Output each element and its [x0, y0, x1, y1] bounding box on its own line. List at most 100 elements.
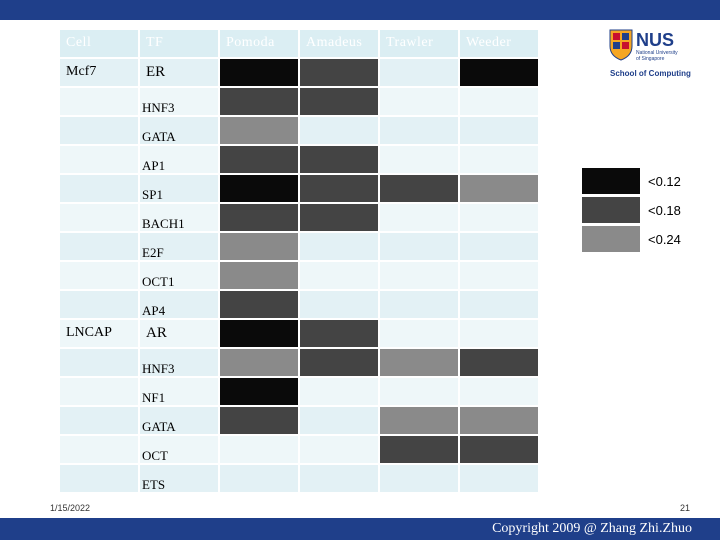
column-header: Amadeus [300, 30, 378, 57]
pvalue-cell [460, 204, 538, 231]
pvalue-cell [300, 146, 378, 173]
legend-swatch [582, 197, 640, 223]
pvalue-cell [380, 436, 458, 463]
pvalue-cell [380, 349, 458, 376]
pvalue-cell [300, 233, 378, 260]
pvalue-cell [380, 262, 458, 289]
cell-line-name [60, 349, 138, 376]
slide-date: 1/15/2022 [50, 503, 91, 513]
page-number: 21 [680, 503, 691, 513]
pvalue-cell [380, 233, 458, 260]
pvalue-cell [460, 175, 538, 202]
cell-line-name [60, 204, 138, 231]
pvalue-cell [460, 436, 538, 463]
tf-name: AR [140, 320, 218, 347]
tf-name: GATA [140, 407, 218, 434]
pvalue-cell [460, 233, 538, 260]
logo-school: School of Computing [610, 69, 691, 78]
tf-name: GATA [140, 117, 218, 144]
tf-name: AP1 [140, 146, 218, 173]
legend-swatch [582, 168, 640, 194]
tf-name: HNF3 [140, 88, 218, 115]
column-header: TF [140, 30, 218, 57]
cell-line-name [60, 262, 138, 289]
legend-label: <0.24 [648, 232, 681, 247]
pvalue-cell [460, 465, 538, 492]
pvalue-cell [300, 59, 378, 86]
tf-name: HNF3 [140, 349, 218, 376]
tf-name: ETS [140, 465, 218, 492]
pvalue-cell [380, 117, 458, 144]
pvalue-cell [300, 175, 378, 202]
pvalue-cell [380, 88, 458, 115]
copyright-text: Copyright 2009 @ Zhang Zhi.Zhuo [492, 521, 692, 536]
pvalue-cell [460, 117, 538, 144]
pvalue-cell [220, 465, 298, 492]
pvalue-cell [300, 407, 378, 434]
cell-line-name [60, 233, 138, 260]
column-header: Weeder [460, 30, 538, 57]
pvalue-cell [300, 465, 378, 492]
pvalue-cell [300, 204, 378, 231]
pvalue-cell [220, 349, 298, 376]
pvalue-cell [460, 320, 538, 347]
pvalue-cell [220, 117, 298, 144]
cell-line-name [60, 465, 138, 492]
pvalue-cell [300, 349, 378, 376]
pvalue-cell [380, 407, 458, 434]
pvalue-cell [380, 175, 458, 202]
pvalue-cell [300, 117, 378, 144]
tf-name: E2F [140, 233, 218, 260]
cell-line-name [60, 407, 138, 434]
pvalue-cell [220, 291, 298, 318]
legend-label: <0.12 [648, 174, 681, 189]
bottom-banner: Copyright 2009 @ Zhang Zhi.Zhuo [0, 518, 720, 540]
column-header: Pomoda [220, 30, 298, 57]
pvalue-cell [380, 465, 458, 492]
pvalue-cell [300, 378, 378, 405]
tf-name: AP4 [140, 291, 218, 318]
cell-line-name: LNCAP [60, 320, 138, 347]
logo-sub1: National University [636, 50, 678, 56]
pvalue-cell [220, 436, 298, 463]
tf-name: OCT [140, 436, 218, 463]
pvalue-cell [460, 407, 538, 434]
tf-name: SP1 [140, 175, 218, 202]
pvalue-cell [300, 436, 378, 463]
pvalue-cell [380, 320, 458, 347]
logo-name: NUS [636, 30, 674, 50]
pvalue-cell [460, 59, 538, 86]
pvalue-cell [220, 88, 298, 115]
tf-name: BACH1 [140, 204, 218, 231]
cell-line-name [60, 88, 138, 115]
pvalue-cell [460, 88, 538, 115]
pvalue-cell [220, 175, 298, 202]
tf-name: OCT1 [140, 262, 218, 289]
cell-line-name [60, 378, 138, 405]
pvalue-cell [380, 204, 458, 231]
legend-label: <0.18 [648, 203, 681, 218]
top-banner [0, 0, 720, 20]
column-header: Cell [60, 30, 138, 57]
pvalue-cell [220, 407, 298, 434]
cell-line-name [60, 117, 138, 144]
pvalue-cell [460, 262, 538, 289]
pvalue-cell [220, 59, 298, 86]
pvalue-cell [220, 233, 298, 260]
cell-line-name [60, 146, 138, 173]
pvalue-cell [460, 378, 538, 405]
tf-name: ER [140, 59, 218, 86]
pvalue-cell [220, 378, 298, 405]
cell-line-name [60, 291, 138, 318]
pvalue-cell [460, 291, 538, 318]
pvalue-cell [300, 262, 378, 289]
nus-crest-icon [609, 29, 633, 61]
pvalue-cell [220, 262, 298, 289]
tf-name: NF1 [140, 378, 218, 405]
pvalue-cell [300, 291, 378, 318]
pvalue-cell [460, 146, 538, 173]
pvalue-cell [380, 378, 458, 405]
pvalue-cell [380, 59, 458, 86]
cell-line-name [60, 436, 138, 463]
cell-line-name: Mcf7 [60, 59, 138, 86]
